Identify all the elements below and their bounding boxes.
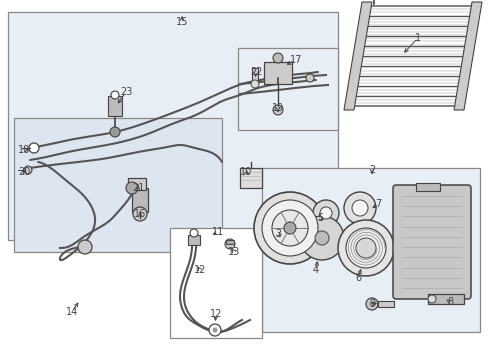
Circle shape: [284, 222, 296, 234]
Text: 1: 1: [415, 33, 421, 43]
Circle shape: [190, 229, 198, 237]
Circle shape: [254, 192, 326, 264]
Text: 13: 13: [228, 247, 240, 257]
Circle shape: [306, 74, 314, 82]
Bar: [264, 62, 292, 84]
Circle shape: [366, 298, 378, 310]
Text: 8: 8: [447, 297, 453, 307]
Bar: [108, 96, 122, 116]
Text: 19: 19: [272, 103, 284, 113]
Text: 9: 9: [369, 299, 375, 309]
Circle shape: [262, 200, 318, 256]
Text: 20: 20: [18, 167, 30, 177]
Circle shape: [213, 328, 218, 333]
Circle shape: [24, 166, 32, 174]
Circle shape: [78, 240, 92, 254]
Circle shape: [273, 105, 283, 115]
Bar: [132, 188, 148, 212]
Polygon shape: [348, 6, 478, 106]
Text: 23: 23: [120, 87, 132, 97]
Text: 7: 7: [375, 199, 381, 209]
Circle shape: [300, 216, 344, 260]
Bar: [226, 240, 234, 244]
Bar: [240, 168, 262, 188]
Circle shape: [346, 228, 386, 268]
Circle shape: [369, 302, 374, 306]
Bar: [8, 12, 338, 240]
Text: 5: 5: [317, 213, 323, 223]
Bar: [14, 118, 222, 252]
Text: 17: 17: [290, 55, 302, 65]
Bar: [188, 235, 200, 245]
Circle shape: [320, 207, 332, 219]
Bar: [128, 178, 146, 190]
Bar: [262, 168, 480, 332]
Circle shape: [344, 192, 376, 224]
Polygon shape: [454, 2, 482, 110]
Circle shape: [126, 182, 138, 194]
Text: 22: 22: [250, 67, 262, 77]
Text: 10: 10: [240, 167, 252, 177]
Text: 16: 16: [134, 209, 146, 219]
Bar: [416, 183, 440, 191]
Bar: [170, 228, 262, 338]
Bar: [252, 68, 258, 82]
FancyBboxPatch shape: [393, 185, 471, 299]
Circle shape: [209, 324, 221, 336]
Circle shape: [111, 91, 119, 99]
Text: 18: 18: [18, 145, 30, 155]
Circle shape: [315, 231, 329, 245]
Bar: [378, 301, 394, 307]
Polygon shape: [344, 2, 372, 110]
Text: 11: 11: [212, 227, 224, 237]
Circle shape: [272, 210, 308, 246]
Circle shape: [313, 200, 339, 226]
Text: 21: 21: [132, 183, 144, 193]
Text: 14: 14: [66, 307, 78, 317]
Text: 6: 6: [355, 273, 361, 283]
Text: 4: 4: [313, 265, 319, 275]
Text: 3: 3: [275, 229, 281, 239]
Circle shape: [225, 239, 235, 249]
Circle shape: [133, 207, 147, 221]
Circle shape: [428, 295, 436, 303]
Circle shape: [273, 53, 283, 63]
Bar: [238, 48, 338, 130]
Circle shape: [356, 238, 376, 258]
Circle shape: [110, 127, 120, 137]
Circle shape: [251, 80, 259, 88]
Circle shape: [338, 220, 394, 276]
Text: 2: 2: [369, 165, 375, 175]
Text: 15: 15: [176, 17, 188, 27]
Bar: [428, 294, 464, 304]
Text: 12: 12: [210, 309, 222, 319]
Text: 12: 12: [194, 265, 206, 275]
Circle shape: [29, 143, 39, 153]
Circle shape: [352, 200, 368, 216]
